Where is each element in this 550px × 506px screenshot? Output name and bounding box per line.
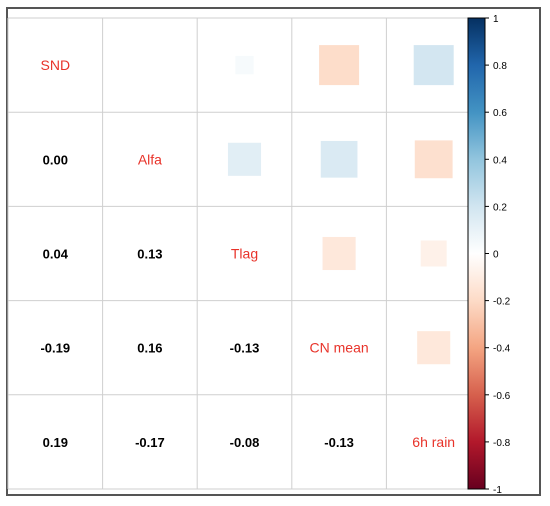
chart-frame bbox=[6, 7, 541, 496]
correlation-square bbox=[235, 55, 254, 75]
colorbar bbox=[467, 17, 486, 490]
correlation-square bbox=[227, 142, 262, 176]
correlation-value: 0.16 bbox=[137, 341, 162, 356]
colorbar-tick-label: 0.4 bbox=[493, 155, 507, 166]
correlation-value: -0.08 bbox=[230, 435, 260, 450]
colorbar-tick-label: 0.2 bbox=[493, 202, 507, 213]
correlation-square bbox=[319, 45, 360, 86]
diagonal-label: SND bbox=[41, 57, 71, 73]
colorbar-tick-label: 0.8 bbox=[493, 61, 507, 72]
colorbar-tick-label: 1 bbox=[493, 14, 499, 25]
correlation-square bbox=[320, 140, 358, 178]
correlation-value: 0.00 bbox=[43, 152, 68, 167]
correlation-value: 0.19 bbox=[43, 435, 68, 450]
colorbar-tick-label: -0.4 bbox=[493, 344, 511, 355]
colorbar-tick-label: 0 bbox=[493, 250, 499, 261]
correlation-square bbox=[414, 140, 453, 179]
correlation-square bbox=[417, 331, 451, 365]
diagonal-label: Alfa bbox=[138, 151, 162, 167]
correlation-square bbox=[322, 236, 356, 271]
colorbar-tick-label: -0.6 bbox=[493, 391, 511, 402]
correlation-value: -0.13 bbox=[324, 435, 354, 450]
correlation-value: 0.04 bbox=[43, 247, 69, 262]
colorbar-tick-label: -1 bbox=[493, 485, 502, 496]
colorbar-tick-label: 0.6 bbox=[493, 108, 507, 119]
diagonal-label: 6h rain bbox=[412, 434, 455, 450]
correlation-value: -0.13 bbox=[230, 341, 260, 356]
colorbar-tick-label: -0.8 bbox=[493, 438, 511, 449]
correlation-value: 0.13 bbox=[137, 247, 162, 262]
correlation-value: -0.17 bbox=[135, 435, 165, 450]
correlation-square bbox=[413, 45, 454, 86]
colorbar-tick-label: -0.2 bbox=[493, 297, 511, 308]
diagonal-label: Tlag bbox=[231, 246, 258, 262]
correlation-value: -0.19 bbox=[40, 341, 70, 356]
correlation-square bbox=[420, 240, 447, 267]
diagonal-label: CN mean bbox=[310, 340, 369, 356]
